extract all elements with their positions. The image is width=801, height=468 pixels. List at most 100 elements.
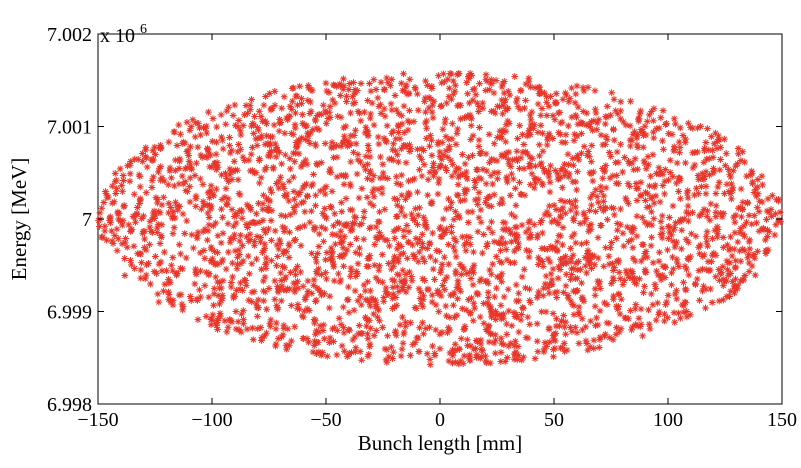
scatter-point	[263, 132, 271, 140]
scatter-point	[119, 172, 127, 179]
scatter-point	[596, 307, 604, 315]
scatter-point	[346, 206, 354, 214]
scatter-point	[411, 252, 419, 260]
scatter-point	[354, 297, 362, 305]
scatter-point	[266, 149, 274, 156]
scatter-point	[689, 209, 696, 217]
scatter-point	[530, 121, 538, 129]
scatter-point	[665, 223, 673, 230]
scatter-point	[237, 131, 245, 139]
scatter-point	[236, 191, 244, 199]
scatter-point	[280, 185, 288, 192]
scatter-point	[321, 205, 329, 213]
scatter-point	[146, 241, 153, 248]
scatter-point	[550, 201, 558, 209]
scatter-point	[702, 233, 710, 241]
scatter-point	[723, 180, 731, 188]
scatter-point	[157, 176, 164, 184]
scatter-point	[507, 229, 514, 237]
scatter-point	[595, 116, 603, 124]
scatter-point	[137, 274, 145, 282]
scatter-point	[596, 285, 604, 292]
scatter-point	[613, 226, 621, 234]
scatter-point	[154, 195, 162, 203]
scatter-point	[621, 314, 629, 322]
scatter-point	[566, 94, 574, 102]
scatter-point	[340, 221, 348, 229]
scatter-point	[544, 284, 552, 292]
scatter-point	[526, 181, 534, 189]
scatter-point	[607, 244, 614, 251]
scatter-point	[546, 338, 554, 346]
scatter-point	[541, 168, 548, 176]
scatter-point	[707, 200, 715, 208]
scatter-point	[728, 180, 735, 188]
scatter-point	[362, 296, 370, 304]
scatter-point	[235, 251, 243, 258]
scatter-point	[545, 289, 553, 297]
scatter-point	[456, 214, 464, 222]
scatter-point	[253, 142, 261, 149]
scatter-point	[664, 314, 672, 322]
scatter-point	[754, 247, 762, 255]
scatter-point	[671, 318, 679, 326]
scatter-point	[568, 300, 576, 308]
scatter-point	[312, 202, 319, 210]
scatter-point	[636, 110, 644, 118]
scatter-point	[312, 330, 319, 338]
x-tick-label: −150	[77, 409, 118, 431]
scatter-point	[227, 167, 235, 175]
scatter-point	[407, 273, 415, 280]
scatter-point	[207, 182, 215, 190]
scatter-point	[261, 332, 268, 340]
scatter-point	[549, 331, 557, 339]
scatter-point	[650, 183, 658, 191]
scatter-point	[193, 232, 201, 240]
scatter-point	[567, 206, 575, 214]
scatter-point	[622, 196, 630, 204]
scatter-point	[466, 111, 474, 119]
scatter-point	[586, 169, 594, 177]
scatter-point	[191, 280, 199, 288]
scatter-point	[356, 221, 364, 229]
scatter-point	[607, 153, 615, 160]
scatter-point	[257, 113, 265, 120]
scatter-point	[536, 152, 543, 160]
scatter-point	[326, 292, 334, 300]
scatter-point	[619, 281, 627, 288]
scatter-point	[557, 213, 565, 221]
scatter-point	[369, 202, 377, 210]
scatter-point	[207, 151, 214, 159]
scatter-point	[564, 150, 572, 158]
scatter-point	[624, 180, 632, 187]
scatter-point	[370, 172, 378, 180]
scatter-point	[610, 292, 617, 300]
scatter-point	[561, 209, 569, 217]
scatter-point	[255, 107, 263, 115]
scatter-point	[482, 326, 490, 333]
scatter-point	[303, 192, 311, 200]
scatter-point	[244, 224, 251, 231]
scatter-point	[312, 268, 320, 275]
scatter-point	[235, 141, 243, 148]
scatter-point	[740, 222, 748, 230]
scatter-point	[465, 99, 473, 107]
scatter-point	[441, 164, 449, 171]
scatter-point	[127, 261, 135, 269]
scatter-point	[469, 265, 477, 273]
scatter-point	[98, 204, 106, 212]
scatter-point	[376, 174, 384, 182]
scatter-point	[313, 112, 321, 119]
scatter-point	[676, 144, 684, 151]
scatter-point	[525, 253, 533, 261]
scatter-point	[340, 324, 347, 332]
scatter-point	[167, 174, 175, 182]
scatter-point	[526, 297, 534, 304]
x-axis-ticks: −150 −100 −50 0 50 100 150	[77, 34, 797, 431]
scatter-point	[593, 119, 601, 127]
scatter-point	[204, 189, 212, 197]
scatter-point	[699, 265, 706, 273]
scatter-point	[515, 297, 523, 305]
scatter-point	[390, 256, 398, 264]
scatter-point	[184, 188, 191, 195]
